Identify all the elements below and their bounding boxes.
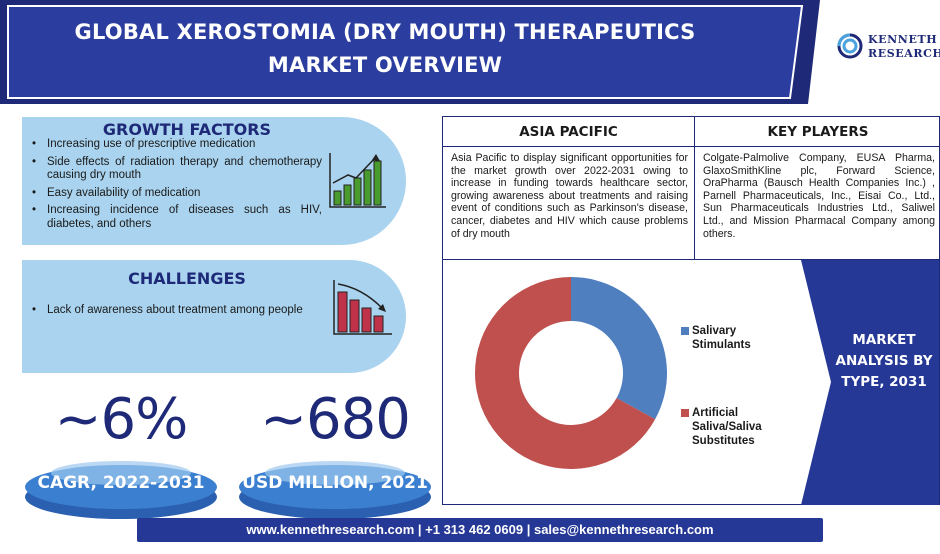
cagr-stat: ~6% CAGR, 2022-2031 (22, 387, 220, 523)
list-item: Easy availability of medication (30, 187, 322, 201)
growth-factors-list: Increasing use of prescriptive medicatio… (30, 138, 322, 235)
key-players-title: KEY PLAYERS (695, 117, 940, 147)
legend-swatch-salivary-stimulants (681, 327, 689, 335)
header-banner: GLOBAL XEROSTOMIA (DRY MOUTH) THERAPEUTI… (0, 0, 820, 104)
cagr-value: ~6% (54, 387, 189, 452)
market-size-stat: ~680 USD MILLION, 2021 (236, 387, 434, 523)
market-size-value: ~680 (260, 387, 411, 452)
kenneth-research-logo: KENNETH RESEARCH (832, 30, 940, 70)
list-item: Side effects of radiation therapy and ch… (30, 156, 322, 183)
asia-pacific-title: ASIA PACIFIC (443, 117, 694, 147)
challenges-title: CHALLENGES (128, 269, 246, 288)
logo-ring-icon (837, 33, 863, 59)
list-item: Increasing incidence of diseases such as… (30, 204, 322, 231)
list-item: Lack of awareness about treatment among … (30, 304, 322, 318)
page-title-line2: MARKET OVERVIEW (267, 53, 503, 77)
legend-item-salivary-stimulants: Salivary Stimulants (681, 324, 751, 352)
market-analysis-label: MARKET ANALYSIS BY TYPE, 2031 (835, 332, 933, 390)
legend-swatch-artificial-saliva (681, 409, 689, 417)
market-size-podium-disc (239, 461, 431, 519)
legend-label: Artificial Saliva/Saliva Substitutes (692, 407, 762, 447)
cagr-podium-disc (25, 461, 217, 519)
market-type-donut-chart (475, 277, 667, 469)
asia-pacific-text: Asia Pacific to display significant oppo… (451, 152, 688, 240)
donut-slice-artificial-saliva (475, 277, 656, 469)
decline-chart-icon (333, 280, 392, 335)
cagr-label: CAGR, 2022-2031 (37, 473, 205, 493)
panel-divider (443, 259, 940, 260)
growth-chart-icon (329, 153, 386, 208)
key-players-box: KEY PLAYERS Colgate-Palmolive Company, E… (695, 117, 940, 259)
donut-slice-salivary-stimulants (571, 277, 667, 420)
asia-pacific-box: ASIA PACIFIC Asia Pacific to display sig… (443, 117, 695, 259)
contact-footer: www.kennethresearch.com | +1 313 462 060… (137, 518, 823, 542)
growth-factors-panel: GROWTH FACTORS Increasing use of prescri… (22, 117, 406, 245)
legend-item-artificial-saliva: Artificial Saliva/Saliva Substitutes (681, 406, 773, 448)
legend-label: Salivary Stimulants (692, 325, 751, 351)
logo-text-line1: KENNETH (868, 33, 938, 46)
market-analysis-banner (801, 260, 939, 505)
challenges-panel: CHALLENGES Lack of awareness about treat… (22, 260, 406, 373)
growth-factors-title: GROWTH FACTORS (102, 120, 272, 139)
list-item: Increasing use of prescriptive medicatio… (30, 138, 322, 152)
market-size-label: USD MILLION, 2021 (242, 473, 428, 493)
key-players-text: Colgate-Palmolive Company, EUSA Pharma, … (703, 152, 935, 240)
page-title-line1: GLOBAL XEROSTOMIA (DRY MOUTH) THERAPEUTI… (74, 20, 696, 44)
header-background (0, 0, 820, 104)
challenges-list: Lack of awareness about treatment among … (30, 304, 322, 322)
regional-analysis-panel: ASIA PACIFIC Asia Pacific to display sig… (442, 116, 940, 505)
logo-text-line2: RESEARCH (868, 47, 940, 60)
